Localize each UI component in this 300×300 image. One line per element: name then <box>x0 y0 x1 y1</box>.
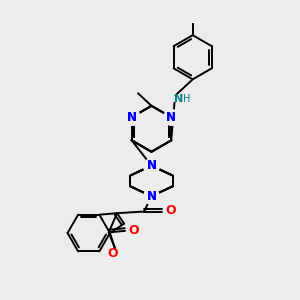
Text: N: N <box>167 111 176 124</box>
Text: N: N <box>174 94 183 104</box>
Text: N: N <box>127 111 136 124</box>
Text: N: N <box>146 190 157 203</box>
Text: O: O <box>128 224 139 237</box>
Text: N: N <box>146 159 157 172</box>
Text: O: O <box>108 247 118 260</box>
Text: N: N <box>167 111 176 124</box>
Text: N: N <box>146 159 157 172</box>
Text: N: N <box>127 111 136 124</box>
Text: H: H <box>183 94 191 104</box>
Text: N: N <box>146 190 157 203</box>
Text: O: O <box>165 205 176 218</box>
